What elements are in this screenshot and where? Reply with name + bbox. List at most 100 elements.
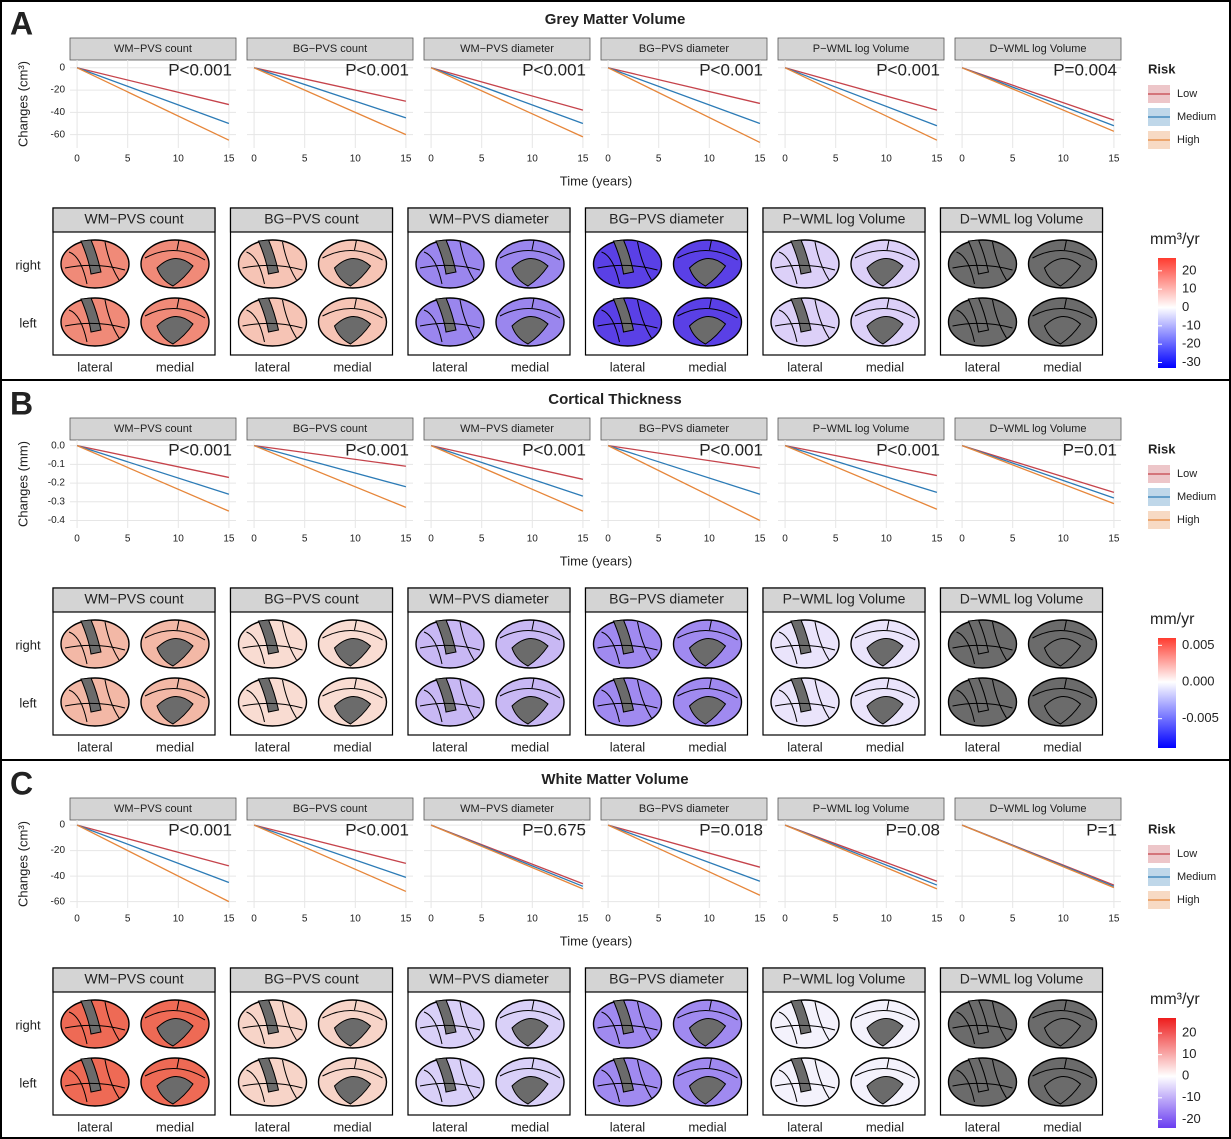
x-tick-label: 15 (1108, 914, 1120, 925)
sulcus (64, 299, 126, 343)
col-label: lateral (77, 739, 113, 754)
sulcus (1032, 999, 1093, 1021)
col-label: medial (511, 359, 549, 374)
legend-label: Medium (1177, 871, 1216, 883)
facet-title: BG−PVS diameter (639, 803, 730, 815)
facet-title: BG−PVS count (293, 43, 367, 55)
panel-title: White Matter Volume (541, 771, 688, 788)
sulcus (1032, 297, 1093, 319)
y-tick-label: -60 (51, 129, 66, 140)
facet-title: D−WML log Volume (989, 803, 1086, 815)
col-label: lateral (610, 1119, 646, 1134)
facet-strip (762, 207, 926, 233)
x-tick-label: 0 (959, 914, 965, 925)
x-tick-label: 10 (704, 914, 716, 925)
colorbar-tick-label: 0.000 (1182, 673, 1215, 688)
col-label: lateral (255, 359, 291, 374)
x-tick-label: 0 (959, 154, 965, 165)
x-tick-label: 15 (223, 914, 235, 925)
facet-strip (246, 37, 414, 61)
col-label: medial (333, 359, 371, 374)
brain-medial-core (866, 258, 904, 287)
sulcus (677, 1057, 738, 1079)
p-value: P=0.01 (1063, 440, 1117, 459)
brain-medial-core (156, 696, 194, 725)
facet-title: WM−PVS diameter (429, 211, 549, 227)
col-label: medial (156, 739, 194, 754)
p-value: P<0.001 (345, 440, 409, 459)
facet-title: WM−PVS count (84, 591, 183, 607)
x-tick-label: 15 (1108, 534, 1120, 545)
colorbar-tick-label: -20 (1182, 336, 1201, 351)
series-line (784, 444, 938, 477)
sulcus (597, 679, 658, 723)
sulcus (419, 1001, 481, 1045)
sulcus (144, 239, 206, 261)
facet-strip (69, 37, 237, 61)
x-tick-label: 15 (400, 914, 412, 925)
y-tick-label: 0 (59, 820, 65, 831)
p-value: P<0.001 (876, 440, 940, 459)
x-tick-label: 15 (577, 154, 589, 165)
facet-strip (600, 37, 768, 61)
panel-letter: B (10, 385, 33, 421)
facet-title: D−WML log Volume (960, 211, 1084, 227)
x-tick-label: 10 (1058, 914, 1070, 925)
col-label: lateral (965, 359, 1001, 374)
brain-medial-core (1043, 258, 1082, 287)
facet-strip (69, 797, 237, 821)
colorbar (1158, 638, 1176, 748)
series-line (607, 824, 761, 882)
p-value: P=0.08 (886, 820, 940, 839)
facet-title: WM−PVS diameter (460, 803, 554, 815)
sulcus (597, 241, 658, 285)
colorbar-title: mm³/yr (1150, 991, 1200, 1008)
sulcus (242, 1059, 303, 1103)
legend-label: Low (1177, 88, 1197, 100)
col-label: lateral (610, 359, 646, 374)
brain-medial-core (688, 696, 727, 725)
x-tick-label: 10 (881, 534, 893, 545)
row-label: left (19, 315, 37, 330)
x-tick-label: 15 (577, 534, 589, 545)
y-tick-label: -20 (51, 845, 66, 856)
col-label: lateral (255, 1119, 291, 1134)
col-label: lateral (787, 739, 823, 754)
y-tick-label: -40 (51, 871, 66, 882)
x-tick-label: 0 (782, 534, 788, 545)
colorbar-tick-label: -0.005 (1182, 710, 1219, 725)
x-tick-label: 15 (223, 154, 235, 165)
sulcus (499, 1057, 561, 1079)
sulcus (597, 299, 658, 343)
sulcus (144, 999, 206, 1021)
facet-strip (229, 967, 394, 993)
series-line (430, 444, 584, 480)
sulcus (242, 679, 303, 723)
series-line (253, 67, 407, 119)
series-line (961, 67, 1115, 127)
sulcus (499, 999, 561, 1021)
y-tick-label: -60 (51, 896, 66, 907)
colorbar-title: mm/yr (1150, 611, 1195, 628)
x-tick-label: 0 (428, 154, 434, 165)
sulcus (242, 621, 303, 665)
sulcus (242, 1001, 303, 1045)
series-line (784, 824, 938, 890)
facet-strip (762, 587, 926, 613)
col-label: medial (866, 359, 904, 374)
x-tick-label: 5 (302, 534, 308, 545)
legend-label: Medium (1177, 491, 1216, 503)
facet-title: BG−PVS diameter (639, 43, 730, 55)
x-tick-label: 5 (656, 914, 662, 925)
facet-title: BG−PVS count (264, 591, 359, 607)
x-tick-label: 15 (754, 914, 766, 925)
col-label: medial (866, 739, 904, 754)
plot-background (601, 440, 767, 528)
facet-strip (939, 587, 1104, 613)
facet-title: WM−PVS count (114, 423, 192, 435)
series-line (76, 67, 230, 125)
facet-title: WM−PVS count (114, 803, 192, 815)
series-line (784, 445, 938, 510)
sulcus (419, 1059, 481, 1103)
facet-title: P−WML log Volume (783, 211, 906, 227)
